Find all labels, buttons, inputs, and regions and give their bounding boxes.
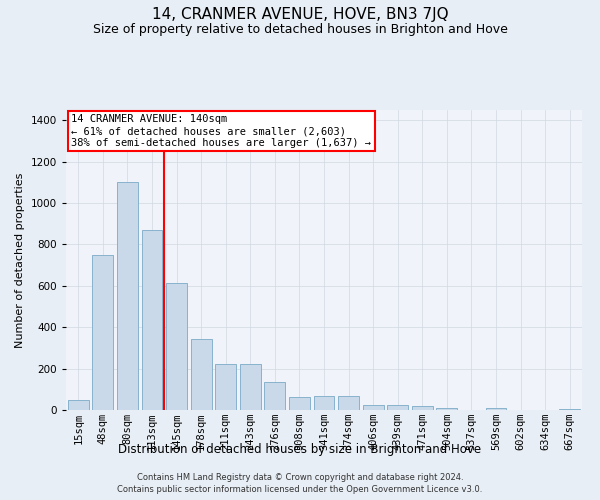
Bar xyxy=(412,406,433,410)
Bar xyxy=(92,255,113,410)
Bar xyxy=(485,408,506,410)
Bar xyxy=(436,408,457,410)
Text: 14, CRANMER AVENUE, HOVE, BN3 7JQ: 14, CRANMER AVENUE, HOVE, BN3 7JQ xyxy=(152,8,448,22)
Bar xyxy=(166,283,187,410)
Bar xyxy=(387,405,408,410)
Bar xyxy=(362,405,383,410)
Bar xyxy=(338,396,359,410)
Bar xyxy=(68,400,89,410)
Y-axis label: Number of detached properties: Number of detached properties xyxy=(15,172,25,348)
Bar xyxy=(559,409,580,410)
Text: Contains public sector information licensed under the Open Government Licence v3: Contains public sector information licen… xyxy=(118,485,482,494)
Text: Size of property relative to detached houses in Brighton and Hove: Size of property relative to detached ho… xyxy=(92,22,508,36)
Bar xyxy=(215,364,236,410)
Text: Contains HM Land Registry data © Crown copyright and database right 2024.: Contains HM Land Registry data © Crown c… xyxy=(137,472,463,482)
Bar xyxy=(117,182,138,410)
Bar xyxy=(314,396,334,410)
Text: Distribution of detached houses by size in Brighton and Hove: Distribution of detached houses by size … xyxy=(118,442,482,456)
Bar xyxy=(289,396,310,410)
Bar xyxy=(240,364,261,410)
Text: 14 CRANMER AVENUE: 140sqm
← 61% of detached houses are smaller (2,603)
38% of se: 14 CRANMER AVENUE: 140sqm ← 61% of detac… xyxy=(71,114,371,148)
Bar xyxy=(142,230,163,410)
Bar xyxy=(191,338,212,410)
Bar xyxy=(265,382,286,410)
